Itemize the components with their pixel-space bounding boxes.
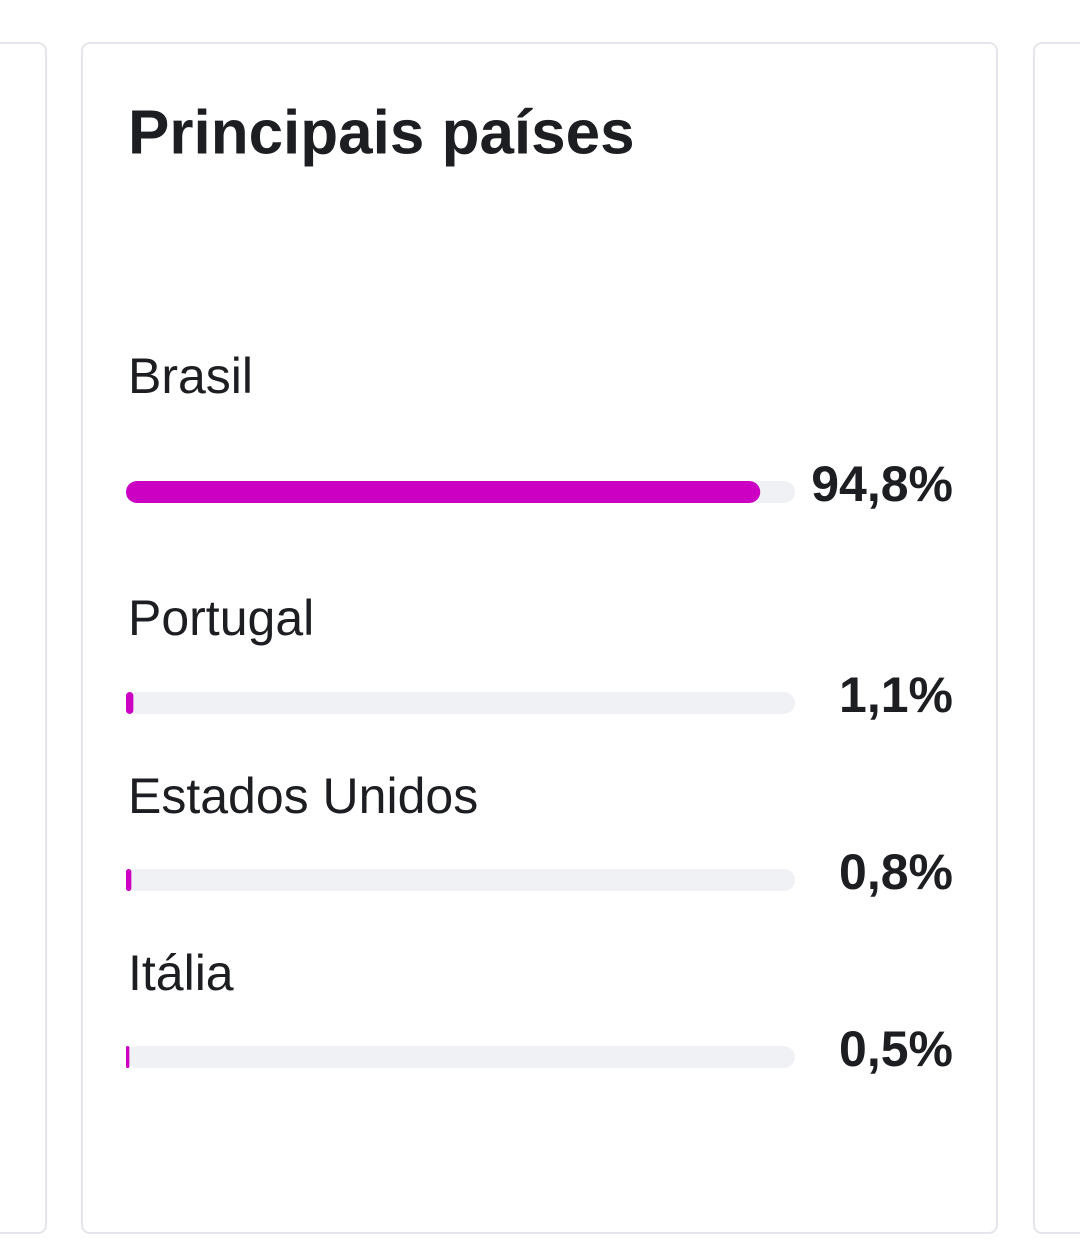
- value-label: 0,5%: [839, 1021, 953, 1077]
- value-label: 1,1%: [839, 667, 953, 723]
- value-label: 0,8%: [839, 844, 953, 900]
- bar: [126, 481, 761, 503]
- value-label: 94,8%: [811, 456, 953, 512]
- side-card: [0, 42, 47, 1234]
- bar: [126, 692, 134, 714]
- card-title: Principais países: [128, 98, 635, 167]
- bar-track: [126, 869, 795, 891]
- country-label: Brasil: [128, 348, 253, 404]
- card: [81, 42, 998, 1234]
- country-label: Portugal: [128, 590, 314, 646]
- country-label: Itália: [128, 945, 234, 1001]
- country-label: Estados Unidos: [128, 768, 478, 824]
- bar: [126, 869, 132, 891]
- bar: [126, 1046, 130, 1068]
- side-card: [1033, 42, 1080, 1234]
- rows: Brasil 94,8% Portugal 1,1% Estados Unidos 0,8…: [126, 348, 953, 1077]
- bar-track: [126, 692, 795, 714]
- bar-track: [126, 1046, 795, 1068]
